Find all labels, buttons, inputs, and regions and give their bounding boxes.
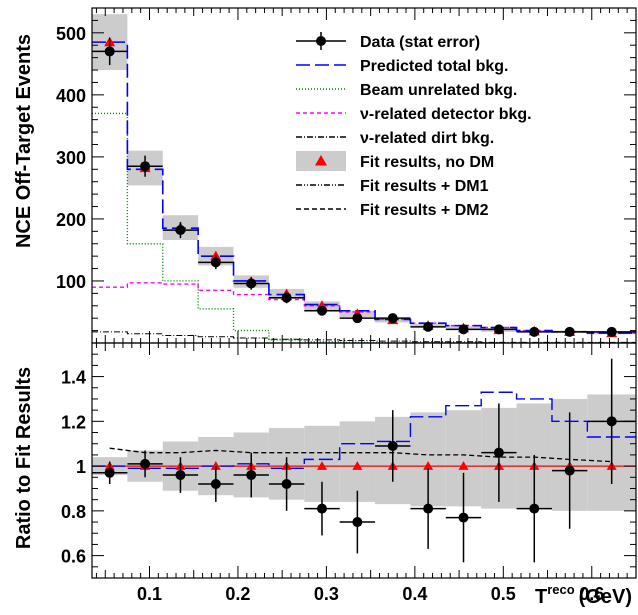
fit-no-dm-marker — [210, 250, 222, 261]
legend-entry: Beam unrelated bkg. — [296, 82, 517, 99]
data-point — [352, 313, 363, 324]
top-y-tick-label: 100 — [56, 272, 86, 292]
series-nu-dirt — [92, 331, 636, 343]
x-axis-label-main: T — [535, 586, 547, 608]
ratio-data-point — [564, 465, 575, 476]
legend: Data (stat error) Predicted total bkg. Bea… — [296, 32, 532, 219]
ratio-fit-marker — [352, 461, 363, 470]
legend-label: Fit results + DM2 — [360, 202, 489, 219]
x-tick-label: 0.2 — [225, 584, 250, 604]
ratio-data-point — [529, 503, 540, 514]
data-point — [606, 326, 617, 337]
data-point — [104, 46, 115, 57]
legend-entry: Predicted total bkg. — [296, 58, 508, 75]
legend-label: Fit results, no DM — [360, 154, 494, 171]
ratio-fit-marker — [210, 461, 221, 470]
bottom-y-tick-label: 1.2 — [61, 412, 86, 432]
data-point — [175, 225, 186, 236]
data-point — [493, 324, 504, 335]
ratio-data-point — [316, 503, 327, 514]
data-point — [140, 161, 151, 172]
top-y-tick-label: 500 — [56, 24, 86, 44]
chart-marks: 100 200 300 400 500 0.6 0.8 1 1.2 1.4 0.1 0.2 0.3 0.4… — [56, 7, 637, 604]
ratio-data-point — [246, 470, 257, 481]
legend-entry: Fit results + DM2 — [296, 202, 489, 219]
data-point — [281, 292, 292, 303]
bottom-frame — [91, 342, 637, 579]
ratio-dm2 — [109, 447, 612, 463]
legend-label: Beam unrelated bkg. — [360, 82, 517, 99]
legend-label: ν-related detector bkg. — [360, 106, 532, 123]
ratio-data-point — [210, 479, 221, 489]
ratio-data-point — [387, 440, 398, 451]
bottom-y-axis-label: Ratio to Fit Results — [13, 367, 35, 549]
top-y-tick-label: 300 — [56, 148, 86, 168]
data-point — [458, 324, 469, 335]
x-tick-label: 0.1 — [137, 584, 162, 604]
ratio-data-point — [606, 416, 617, 427]
legend-label: ν-related dirt bkg. — [360, 130, 494, 147]
bottom-y-tick-label: 1.4 — [61, 368, 86, 388]
legend-label: Predicted total bkg. — [360, 58, 508, 75]
data-point — [246, 278, 257, 289]
ratio-data-point — [175, 470, 186, 481]
bottom-y-tick-label: 0.8 — [61, 502, 86, 522]
legend-swatch-triangle — [315, 155, 327, 166]
top-y-axis-label: NCE Off-Target Events — [13, 34, 35, 248]
data-point — [423, 321, 434, 332]
ratio-fit-marker — [423, 461, 434, 470]
series-nu-detector — [92, 282, 636, 334]
legend-entry: Fit results, no DM — [296, 151, 494, 171]
ratio-data-point — [352, 517, 363, 528]
legend-swatch-dot — [316, 36, 326, 46]
x-axis-label-unit: (GeV) — [579, 586, 632, 608]
data-point — [316, 305, 327, 316]
x-tick-label: 0.4 — [402, 584, 427, 604]
x-axis-label: Treco (GeV) — [535, 582, 632, 608]
ratio-data-point — [493, 447, 504, 458]
top-y-tick-label: 400 — [56, 86, 86, 106]
ratio-fit-marker — [458, 461, 469, 470]
legend-entry: Fit results + DM1 — [296, 178, 489, 195]
x-tick-label: 0.3 — [314, 584, 339, 604]
ratio-data-point — [140, 458, 151, 469]
data-point — [387, 313, 398, 324]
legend-entry: ν-related detector bkg. — [296, 106, 532, 123]
data-point — [564, 326, 575, 337]
bottom-y-tick-label: 0.6 — [61, 547, 86, 567]
legend-label: Data (stat error) — [360, 34, 480, 51]
top-y-tick-label: 200 — [56, 210, 86, 230]
bottom-y-tick-label: 1 — [76, 457, 86, 477]
data-point — [210, 257, 221, 268]
x-tick-label: 0.6 — [579, 584, 604, 604]
ratio-data-point — [104, 467, 115, 478]
legend-label: Fit results + DM1 — [360, 178, 489, 195]
legend-entry: Data (stat error) — [296, 32, 480, 51]
x-tick-label: 0.5 — [491, 584, 516, 604]
ratio-data-point — [281, 479, 292, 489]
legend-entry: ν-related dirt bkg. — [296, 130, 494, 147]
data-point — [529, 326, 540, 337]
ratio-fit-marker — [316, 461, 327, 470]
ratio-data-point — [458, 512, 469, 523]
ratio-data-point — [423, 503, 434, 514]
x-axis-label-sup: reco — [547, 582, 575, 597]
